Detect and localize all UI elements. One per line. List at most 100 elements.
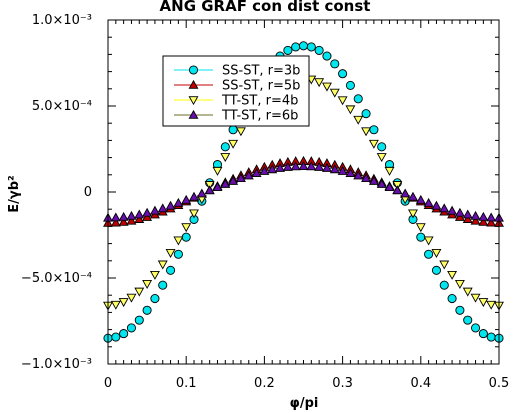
data-point: [408, 209, 418, 219]
legend-marker: [188, 79, 199, 89]
data-point: [431, 265, 441, 275]
data-point: [220, 153, 231, 163]
series-4: [103, 161, 504, 222]
data-point: [298, 41, 309, 51]
data-point: [314, 45, 324, 55]
data-point: [126, 323, 137, 333]
x-tick-label: 0.5: [489, 376, 510, 391]
data-point: [329, 88, 340, 98]
data-point: [353, 115, 364, 125]
data-point: [314, 161, 325, 171]
data-point: [439, 260, 450, 270]
data-point: [118, 298, 129, 308]
data-point: [189, 209, 199, 219]
y-tick-label: −1.0×10⁻³: [21, 357, 92, 372]
y-tick-label: 0: [84, 185, 92, 200]
data-point: [439, 203, 450, 213]
data-point: [470, 323, 481, 333]
data-point: [165, 200, 176, 210]
data-point: [267, 164, 278, 174]
data-point: [470, 215, 481, 225]
data-point: [298, 161, 309, 171]
data-point: [235, 173, 246, 182]
data-point: [228, 139, 239, 149]
data-point: [150, 294, 160, 304]
data-point: [454, 207, 465, 217]
data-point: [212, 166, 223, 176]
data-point: [337, 166, 348, 175]
x-axis-title: φ/pi: [290, 396, 319, 411]
data-point: [478, 329, 488, 339]
data-point: [321, 82, 332, 92]
data-point: [142, 280, 153, 289]
legend-label: SS-ST, r=5b: [222, 79, 300, 94]
data-point: [134, 287, 145, 297]
data-point: [235, 127, 246, 137]
data-point: [322, 51, 332, 61]
data-point: [126, 293, 137, 303]
data-point: [368, 175, 379, 185]
data-point: [228, 175, 239, 185]
legend-marker: [188, 109, 199, 119]
legend-label: TT-ST, r=6b: [221, 109, 298, 124]
data-point: [181, 223, 192, 233]
data-point: [181, 232, 191, 242]
data-point: [478, 211, 489, 221]
data-point: [361, 173, 372, 182]
data-point: [282, 161, 293, 171]
data-point: [149, 205, 160, 215]
data-point: [196, 188, 207, 198]
x-tick-label: 0.4: [410, 376, 431, 391]
data-point: [454, 280, 465, 289]
data-point: [204, 185, 215, 195]
legend-marker: [188, 96, 199, 106]
data-point: [369, 125, 379, 135]
data-point: [134, 315, 144, 325]
data-point: [243, 170, 254, 180]
series-3: [103, 74, 504, 311]
data-point: [306, 42, 316, 52]
data-point: [157, 260, 168, 270]
data-point: [408, 191, 418, 201]
data-point: [462, 287, 473, 297]
data-point: [251, 168, 262, 178]
data-point: [142, 305, 152, 315]
data-point: [110, 217, 121, 227]
data-point: [486, 332, 496, 342]
data-point: [431, 249, 442, 258]
data-point: [470, 210, 481, 220]
legend-box: [162, 55, 310, 127]
data-point: [259, 166, 270, 175]
data-point: [361, 109, 371, 119]
data-point: [220, 142, 230, 152]
data-point: [329, 164, 340, 174]
data-point: [447, 205, 458, 215]
data-point: [368, 139, 379, 149]
data-point: [126, 215, 137, 225]
data-point: [134, 209, 145, 219]
data-point: [321, 162, 332, 172]
data-point: [110, 212, 121, 222]
data-point: [158, 280, 168, 290]
data-point: [470, 293, 481, 303]
x-tick-label: 0.2: [254, 376, 275, 391]
legend-label: SS-ST, r=3b: [222, 64, 300, 79]
data-point: [142, 207, 153, 217]
data-point: [166, 265, 176, 275]
data-point: [455, 305, 465, 315]
chart-title: ANG GRAF con dist const: [160, 0, 371, 15]
data-point: [118, 216, 129, 226]
data-point: [486, 300, 497, 310]
data-point: [338, 69, 348, 79]
data-point: [330, 59, 340, 69]
legend-marker: [188, 65, 199, 75]
data-point: [306, 161, 317, 171]
data-point: [447, 294, 457, 304]
data-point: [447, 270, 458, 280]
data-point: [486, 217, 497, 227]
data-point: [111, 332, 121, 342]
data-point: [415, 223, 426, 233]
data-point: [337, 96, 348, 106]
